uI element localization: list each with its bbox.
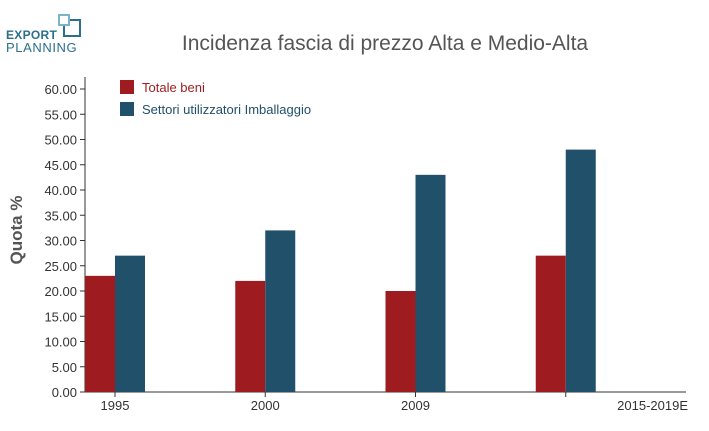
y-tick-label: 30.00 [44,234,77,249]
legend: Totale beni Settori utilizzatori Imballag… [120,80,311,117]
x-tick-label: 2009 [401,398,430,413]
bar-1-2015-2019E [535,255,566,392]
export-planning-logo: EXPORT PLANNING [6,14,84,55]
y-tick-label: 0.00 [52,385,77,400]
y-tick-label: 60.00 [44,82,77,97]
x-tick-label: 2000 [251,398,280,413]
bar-2-2009 [415,174,446,392]
bar-2-2015-2019E [565,149,596,392]
logo-line2: PLANNING [6,40,78,55]
y-tick-label: 5.00 [52,360,77,375]
legend-swatch-2 [120,102,134,116]
y-ticks: 0.00 5.00 10.00 15.00 20.00 25.00 30.00 35.00 40… [44,82,85,400]
legend-label-2: Settori utilizzatori Imballaggio [142,102,311,117]
bar-1-2000 [235,280,266,392]
y-tick-label: 40.00 [44,183,77,198]
logo-square-icon [58,14,81,37]
x-ticks: 1995 2000 2009 2015-2019E [101,392,688,413]
x-tick-label: 1995 [101,398,130,413]
y-axis-label: Quota % [7,196,26,265]
legend-swatch-1 [120,80,134,94]
y-tick-label: 50.00 [44,133,77,148]
chart-title: Incidenza fascia di prezzo Alta e Medio-… [182,32,589,55]
y-tick-label: 10.00 [44,335,77,350]
y-tick-label: 35.00 [44,208,77,223]
bar-2-2000 [265,230,296,392]
bars-group [85,149,596,392]
y-tick-label: 15.00 [44,309,77,324]
logo-line1: EXPORT [6,28,58,42]
bar-1-2009 [385,291,416,392]
legend-label-1: Totale beni [142,80,205,95]
y-tick-label: 25.00 [44,259,77,274]
x-tick-label: 2015-2019E [617,398,688,413]
bar-2-1995 [115,255,145,392]
y-tick-label: 20.00 [44,284,77,299]
bar-1-1995 [85,275,115,392]
y-tick-label: 55.00 [44,107,77,122]
y-tick-label: 45.00 [44,158,77,173]
